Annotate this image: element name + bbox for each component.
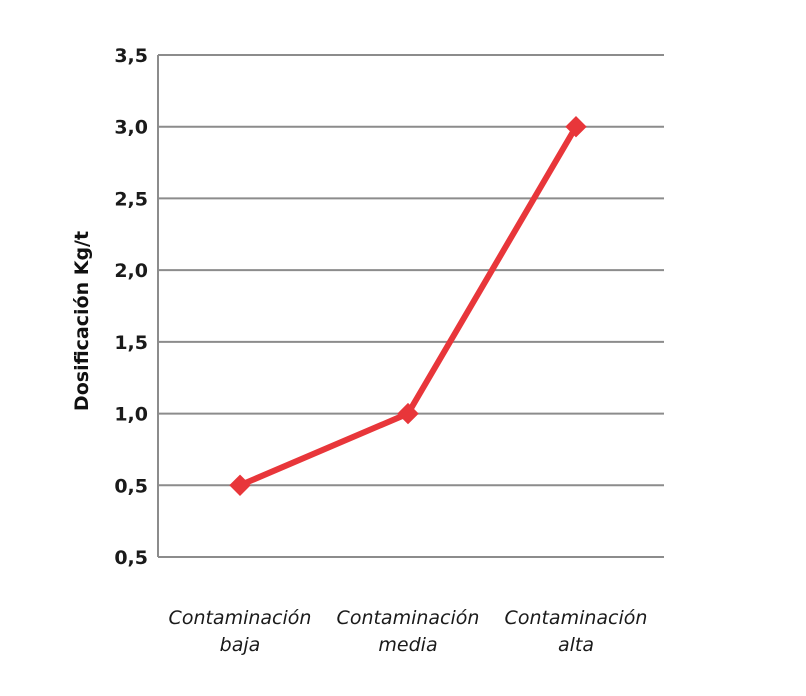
y-tick-label: 1,5 xyxy=(114,332,148,354)
y-tick-label: 3,0 xyxy=(114,117,148,139)
y-tick-label: 2,0 xyxy=(114,260,148,282)
data-point-marker xyxy=(229,474,251,496)
x-category-label: Contaminación alta xyxy=(505,607,648,656)
x-category-label-line: baja xyxy=(220,634,261,656)
x-category-label-line: Contaminación xyxy=(337,607,480,629)
y-tick-label: 0,5 xyxy=(114,475,148,497)
data-series xyxy=(229,116,587,496)
x-category-label: Contaminación baja xyxy=(169,607,312,656)
y-tick-label: 2,5 xyxy=(114,188,148,210)
series-line xyxy=(237,123,579,489)
y-tick-label: 0,5 xyxy=(114,547,148,569)
x-category-label-line: Contaminación xyxy=(169,607,312,629)
x-category-label: Contaminación media xyxy=(337,607,480,656)
x-category-label-line: media xyxy=(378,634,437,656)
x-category-label-line: alta xyxy=(558,634,594,656)
y-tick-label: 3,5 xyxy=(114,45,148,67)
y-tick-labels: 0,5 0,5 1,0 1,5 2,0 2,5 3,0 3,5 xyxy=(114,45,148,569)
y-tick-label: 1,0 xyxy=(114,404,148,426)
x-category-label-line: Contaminación xyxy=(505,607,648,629)
y-axis-label: Dosificación Kg/t xyxy=(71,231,93,411)
data-point-marker xyxy=(397,402,419,425)
data-point-marker xyxy=(565,116,587,138)
